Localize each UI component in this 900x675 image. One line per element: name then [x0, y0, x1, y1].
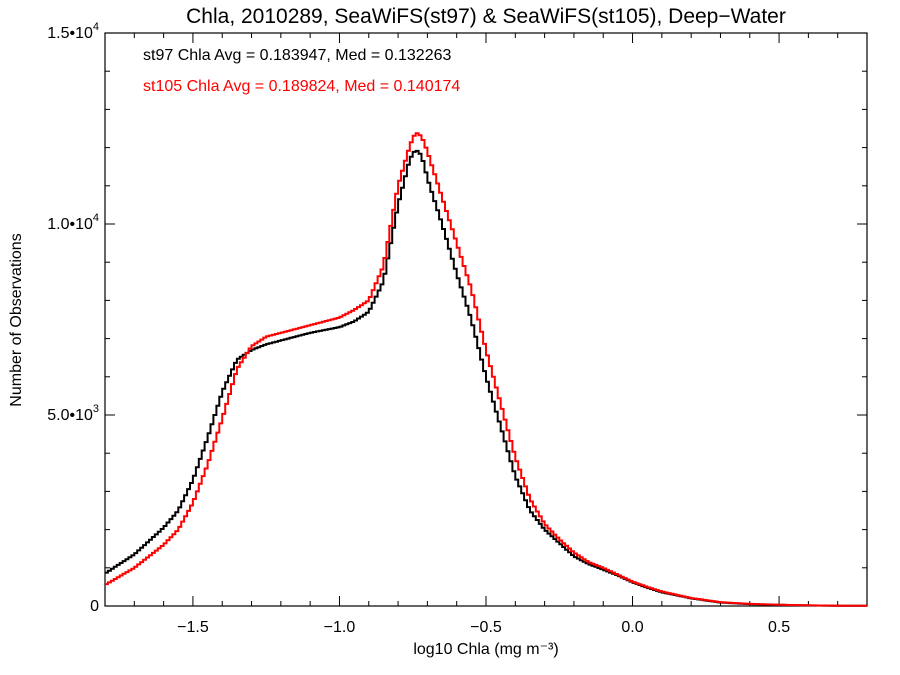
y-tick-labels: 0 5.0•103 1.0•104 1.5•104 — [47, 21, 99, 615]
y-tick-label: 1.0•104 — [47, 212, 99, 233]
series-group — [105, 132, 867, 607]
y-tick-label: 1.5•104 — [47, 21, 99, 42]
series-line-st105 — [105, 132, 867, 607]
plot-frame — [104, 32, 868, 607]
x-axis-label: log10 Chla (mg m⁻³) — [413, 641, 558, 658]
x-tick-label: 0.0 — [621, 619, 643, 636]
y-axis-label: Number of Observations — [8, 233, 25, 406]
series-line-st97 — [105, 149, 867, 607]
x-tick-label: −1.0 — [324, 619, 356, 636]
x-tick-label: 0.5 — [768, 619, 790, 636]
chart-title: Chla, 2010289, SeaWiFS(st97) & SeaWiFS(s… — [186, 5, 786, 28]
y-tick-label: 0 — [90, 598, 99, 615]
legend-entry-st105: st105 Chla Avg = 0.189824, Med = 0.14017… — [143, 78, 460, 95]
x-tick-labels: −1.5 −1.0 −0.5 0.0 0.5 — [177, 619, 790, 636]
legend-entry-st97: st97 Chla Avg = 0.183947, Med = 0.132263 — [143, 47, 451, 64]
x-tick-label: −1.5 — [177, 619, 209, 636]
axis-ticks — [104, 32, 868, 607]
y-tick-label: 5.0•103 — [47, 403, 99, 424]
x-tick-label: −0.5 — [470, 619, 502, 636]
